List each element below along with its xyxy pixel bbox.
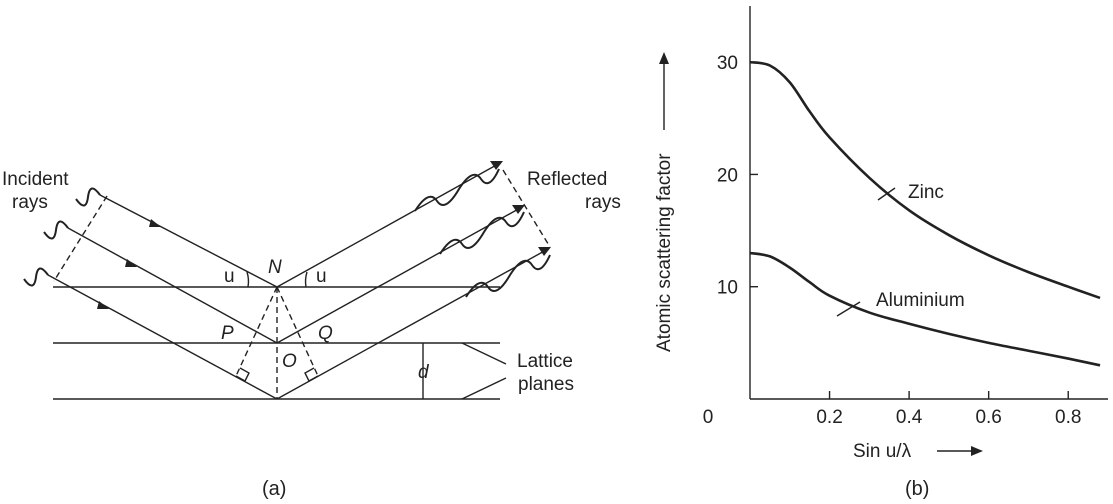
y-axis-title: Atomic scattering factor [654,153,675,352]
reflected-ray-3 [276,248,549,400]
incident-wave-2 [43,220,69,240]
x-tick-label-2: 0.4 [896,407,923,428]
lattice-label-2: planes [518,374,574,395]
x-tick-label-3: 0.6 [975,407,1001,428]
lattice-leader-1 [461,342,507,365]
x-tick-label-4: 0.8 [1055,407,1081,428]
reflected-wave-2 [439,211,525,255]
zinc-leader [877,187,896,201]
aluminium-label: Aluminium [876,290,965,311]
perpendicular-nq [276,286,319,377]
point-o-label: O [282,351,297,372]
scattering-chart: 10 20 30 0 0.2 0.4 0.6 0.8 Atomic scattering f… [654,6,1108,500]
d-spacing-label: d [418,362,430,383]
point-p-label: P [221,323,234,344]
reflected-ray-2-arrow [512,205,525,214]
reflected-ray-2 [276,206,523,344]
y-tick-label-0: 10 [717,278,738,299]
x-tick-label-1: 0.2 [816,407,842,428]
reflected-label-1: Reflected [527,169,607,190]
bragg-diagram: Incident rays Reflected rays Lattice pla… [2,161,621,500]
angle-arc-right [304,271,308,288]
reflected-wavefront [502,169,551,248]
incident-ray-2-arrow [125,259,137,267]
angle-right-label: u [316,266,327,287]
angle-left-label: u [224,266,235,287]
incident-label-1: Incident [2,169,69,190]
x-axis-title-arrow-head [971,446,983,456]
x-axis-title: Sin u/λ [853,441,912,462]
right-angle-q [304,367,319,382]
right-angle-p [235,367,250,382]
caption-a: (a) [262,478,286,500]
series-line-aluminium [749,251,1101,367]
zinc-label: Zinc [908,182,944,203]
reflected-label-2: rays [585,192,621,213]
x-tick-label-0: 0 [703,407,714,428]
reflected-ray-3-arrow [538,247,551,256]
aluminium-leader [836,301,861,317]
incident-label-2: rays [12,192,48,213]
series-line-zinc [749,60,1101,300]
point-n-label: N [268,257,282,278]
incident-wavefront [53,195,108,282]
incident-wave-1 [75,187,101,207]
incident-ray-2 [67,227,278,344]
incident-ray-1-arrow [149,219,161,227]
reflected-wave-3 [465,254,551,298]
reflected-ray-1 [276,162,501,288]
point-q-label: Q [318,323,333,344]
lattice-leader-2 [461,377,507,400]
reflected-wave-1 [414,168,500,212]
angle-arc-left [246,271,250,288]
incident-ray-3-arrow [97,301,109,309]
incident-ray-1 [99,194,278,288]
y-axis-title-arrow-head [659,52,669,64]
lattice-label-1: Lattice [517,351,573,372]
y-tick-label-2: 30 [717,53,738,74]
incident-wave-3 [23,267,49,287]
y-tick-label-1: 20 [717,165,738,186]
caption-b: (b) [905,478,929,500]
reflected-ray-1-arrow [490,161,503,170]
perpendicular-np [235,286,278,377]
